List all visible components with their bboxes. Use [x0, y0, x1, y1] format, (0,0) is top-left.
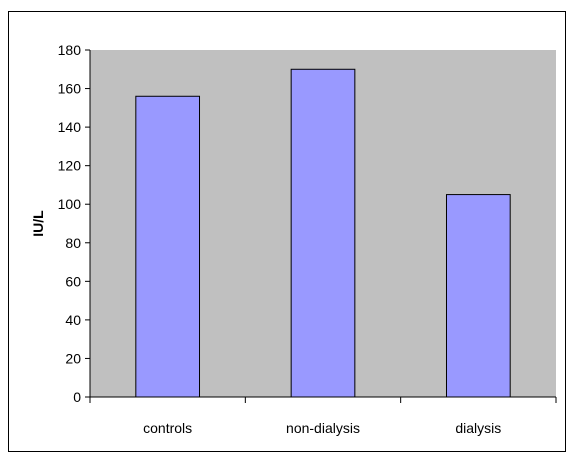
y-axis-label: IU/L [30, 210, 46, 237]
bar-controls [135, 95, 201, 398]
chart-frame: 0 20 40 60 80 100 120 140 160 180 controls non-dia… [8, 11, 566, 452]
y-axis: 0 20 40 60 80 100 120 140 160 180 [58, 42, 91, 405]
y-tick-label: 140 [58, 119, 82, 135]
bar-non-dialysis [290, 68, 356, 398]
y-tick-label: 180 [58, 42, 82, 58]
bars [135, 68, 511, 398]
y-tick-label: 0 [73, 389, 81, 405]
y-tick-label: 60 [65, 273, 81, 289]
y-tick-label: 40 [65, 312, 81, 328]
y-tick-label: 160 [58, 81, 82, 97]
y-tick-label: 100 [58, 196, 82, 212]
bar-dialysis [445, 194, 511, 398]
bar-chart: 0 20 40 60 80 100 120 140 160 180 controls non-dia… [30, 42, 557, 436]
x-tick-label: controls [143, 420, 192, 436]
y-tick-label: 120 [58, 158, 82, 174]
y-tick-label: 80 [65, 235, 81, 251]
x-tick-label: dialysis [455, 420, 501, 436]
y-tick-label: 20 [65, 350, 81, 366]
x-tick-label: non-dialysis [286, 420, 360, 436]
x-axis: controls non-dialysis dialysis [89, 396, 557, 436]
